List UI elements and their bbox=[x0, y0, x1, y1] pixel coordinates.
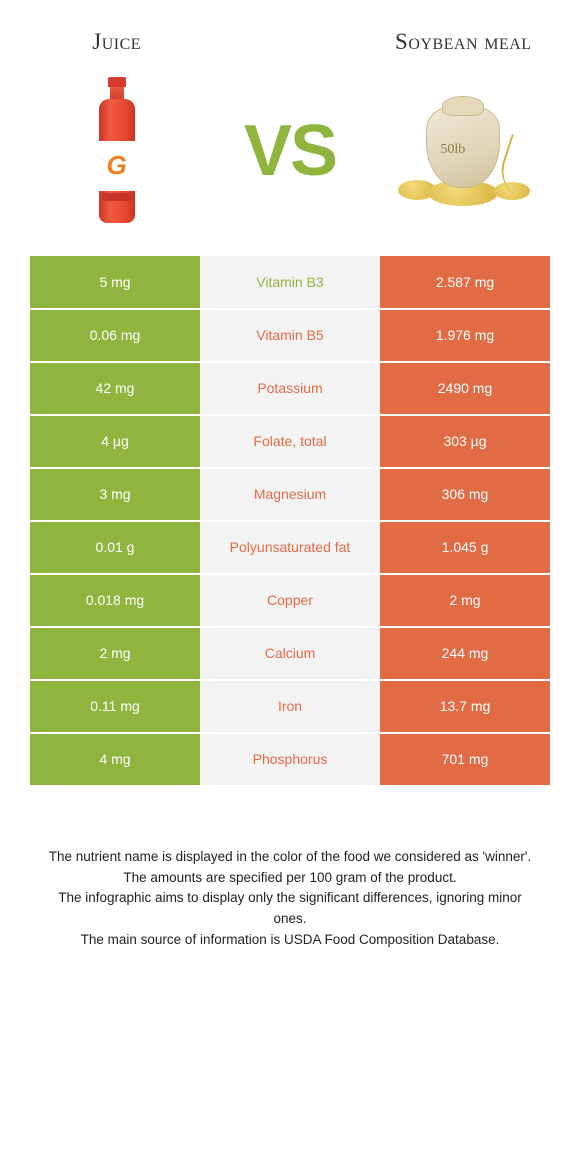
nutrient-name: Phosphorus bbox=[200, 733, 380, 786]
nutrient-name: Folate, total bbox=[200, 415, 380, 468]
nutrient-name: Magnesium bbox=[200, 468, 380, 521]
juice-value: 2 mg bbox=[30, 627, 200, 680]
nutrient-name: Copper bbox=[200, 574, 380, 627]
nutrient-name: Vitamin B5 bbox=[200, 309, 380, 362]
sack-icon: 50lb bbox=[388, 96, 538, 206]
soybean-value: 303 µg bbox=[380, 415, 550, 468]
table-row: 3 mgMagnesium306 mg bbox=[30, 468, 550, 521]
soybean-value: 2.587 mg bbox=[380, 256, 550, 309]
title-soybean: Soybean meal bbox=[377, 28, 550, 56]
soybean-value: 2490 mg bbox=[380, 362, 550, 415]
soybean-value: 244 mg bbox=[380, 627, 550, 680]
images-row: G VS 50lb bbox=[0, 66, 580, 256]
table-row: 4 µgFolate, total303 µg bbox=[30, 415, 550, 468]
soybean-value: 701 mg bbox=[380, 733, 550, 786]
comparison-table: 5 mgVitamin B32.587 mg0.06 mgVitamin B51… bbox=[30, 256, 550, 787]
title-juice: Juice bbox=[30, 28, 203, 56]
footer-line-2: The amounts are specified per 100 gram o… bbox=[40, 868, 540, 889]
soybean-value: 1.045 g bbox=[380, 521, 550, 574]
juice-value: 3 mg bbox=[30, 468, 200, 521]
bottle-letter: G bbox=[107, 150, 127, 181]
juice-value: 0.01 g bbox=[30, 521, 200, 574]
soybean-image: 50lb bbox=[377, 76, 550, 226]
footer-line-4: The main source of information is USDA F… bbox=[40, 930, 540, 951]
footer-line-3: The infographic aims to display only the… bbox=[40, 888, 540, 930]
table-row: 0.018 mgCopper2 mg bbox=[30, 574, 550, 627]
table-row: 5 mgVitamin B32.587 mg bbox=[30, 256, 550, 309]
soybean-value: 2 mg bbox=[380, 574, 550, 627]
nutrient-name: Potassium bbox=[200, 362, 380, 415]
juice-value: 4 mg bbox=[30, 733, 200, 786]
juice-value: 0.06 mg bbox=[30, 309, 200, 362]
nutrient-name: Polyunsaturated fat bbox=[200, 521, 380, 574]
juice-image: G bbox=[30, 76, 203, 226]
nutrient-name: Vitamin B3 bbox=[200, 256, 380, 309]
table-row: 0.11 mgIron13.7 mg bbox=[30, 680, 550, 733]
juice-value: 42 mg bbox=[30, 362, 200, 415]
nutrient-name: Iron bbox=[200, 680, 380, 733]
table-row: 4 mgPhosphorus701 mg bbox=[30, 733, 550, 786]
header-row: Juice Soybean meal bbox=[0, 0, 580, 66]
soybean-value: 306 mg bbox=[380, 468, 550, 521]
juice-value: 0.018 mg bbox=[30, 574, 200, 627]
footer-notes: The nutrient name is displayed in the co… bbox=[0, 787, 580, 982]
table-row: 2 mgCalcium244 mg bbox=[30, 627, 550, 680]
juice-value: 4 µg bbox=[30, 415, 200, 468]
bottle-icon: G bbox=[94, 77, 140, 225]
soybean-value: 1.976 mg bbox=[380, 309, 550, 362]
table-row: 42 mgPotassium2490 mg bbox=[30, 362, 550, 415]
footer-line-1: The nutrient name is displayed in the co… bbox=[40, 847, 540, 868]
nutrient-name: Calcium bbox=[200, 627, 380, 680]
juice-value: 5 mg bbox=[30, 256, 200, 309]
vs-text: VS bbox=[203, 110, 376, 192]
table-row: 0.06 mgVitamin B51.976 mg bbox=[30, 309, 550, 362]
table-row: 0.01 gPolyunsaturated fat1.045 g bbox=[30, 521, 550, 574]
juice-value: 0.11 mg bbox=[30, 680, 200, 733]
soybean-value: 13.7 mg bbox=[380, 680, 550, 733]
sack-label: 50lb bbox=[440, 142, 465, 158]
